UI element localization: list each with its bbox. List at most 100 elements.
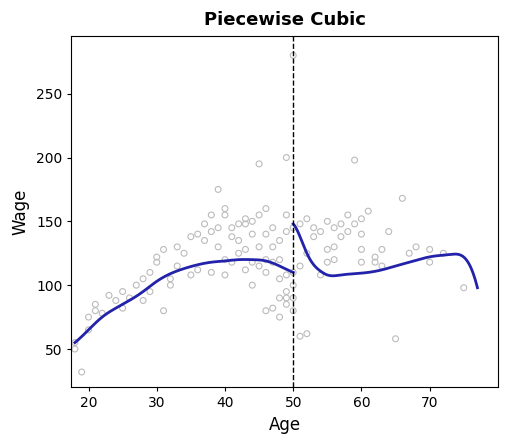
- Y-axis label: Wage: Wage: [11, 189, 29, 235]
- Point: [426, 246, 434, 253]
- Point: [337, 233, 345, 240]
- Point: [296, 333, 304, 340]
- Point: [193, 231, 202, 238]
- Point: [139, 297, 147, 304]
- Point: [84, 314, 93, 321]
- Point: [71, 339, 79, 346]
- Point: [262, 205, 270, 212]
- Point: [378, 263, 386, 270]
- Point: [371, 259, 379, 266]
- Point: [91, 307, 99, 314]
- Point: [378, 246, 386, 253]
- Point: [385, 228, 393, 235]
- Point: [317, 271, 325, 279]
- Point: [357, 231, 365, 238]
- Point: [412, 243, 420, 251]
- Point: [214, 186, 222, 193]
- Point: [153, 254, 161, 261]
- Point: [262, 256, 270, 263]
- Point: [344, 211, 352, 218]
- Point: [269, 243, 277, 251]
- Point: [330, 256, 338, 263]
- Point: [357, 246, 365, 253]
- Point: [282, 295, 291, 302]
- Point: [255, 211, 263, 218]
- Point: [262, 307, 270, 314]
- Point: [289, 269, 297, 276]
- Point: [241, 266, 249, 273]
- Point: [323, 246, 331, 253]
- Point: [275, 295, 284, 302]
- Point: [98, 310, 106, 317]
- Point: [426, 259, 434, 266]
- Point: [309, 224, 318, 231]
- Point: [173, 243, 181, 251]
- Point: [146, 269, 154, 276]
- Point: [275, 256, 284, 263]
- Point: [248, 218, 257, 225]
- Point: [289, 224, 297, 231]
- Point: [71, 345, 79, 352]
- Point: [282, 154, 291, 161]
- Point: [351, 157, 359, 164]
- Point: [296, 220, 304, 227]
- Point: [289, 307, 297, 314]
- Point: [241, 220, 249, 227]
- Point: [255, 243, 263, 251]
- Point: [166, 275, 175, 282]
- Point: [269, 224, 277, 231]
- Point: [289, 295, 297, 302]
- Point: [214, 224, 222, 231]
- Point: [364, 207, 372, 214]
- Point: [228, 233, 236, 240]
- Point: [132, 282, 140, 289]
- Point: [201, 237, 209, 244]
- Point: [112, 297, 120, 304]
- Point: [399, 195, 407, 202]
- Point: [262, 231, 270, 238]
- Point: [269, 259, 277, 266]
- Point: [303, 330, 311, 337]
- Point: [235, 237, 243, 244]
- Point: [282, 211, 291, 218]
- Point: [207, 211, 215, 218]
- Point: [241, 246, 249, 253]
- Point: [405, 250, 413, 257]
- Point: [371, 254, 379, 261]
- Point: [275, 275, 284, 282]
- Point: [166, 282, 175, 289]
- Point: [275, 314, 284, 321]
- Point: [248, 231, 257, 238]
- Point: [119, 288, 127, 295]
- Point: [91, 301, 99, 308]
- Point: [228, 224, 236, 231]
- Point: [330, 224, 338, 231]
- Point: [187, 271, 195, 279]
- Point: [180, 250, 188, 257]
- Point: [207, 269, 215, 276]
- Point: [282, 301, 291, 308]
- Point: [357, 259, 365, 266]
- Point: [221, 211, 229, 218]
- Point: [153, 259, 161, 266]
- Point: [309, 233, 318, 240]
- Point: [303, 215, 311, 222]
- Point: [221, 256, 229, 263]
- Point: [221, 205, 229, 212]
- Point: [330, 243, 338, 251]
- Point: [289, 52, 297, 59]
- Point: [262, 269, 270, 276]
- Point: [282, 288, 291, 295]
- Point: [221, 271, 229, 279]
- Point: [207, 228, 215, 235]
- Point: [201, 220, 209, 227]
- Point: [344, 228, 352, 235]
- Point: [235, 250, 243, 257]
- Point: [159, 307, 167, 314]
- Point: [282, 271, 291, 279]
- Point: [139, 275, 147, 282]
- Point: [282, 228, 291, 235]
- Point: [357, 215, 365, 222]
- Point: [248, 282, 257, 289]
- Point: [317, 228, 325, 235]
